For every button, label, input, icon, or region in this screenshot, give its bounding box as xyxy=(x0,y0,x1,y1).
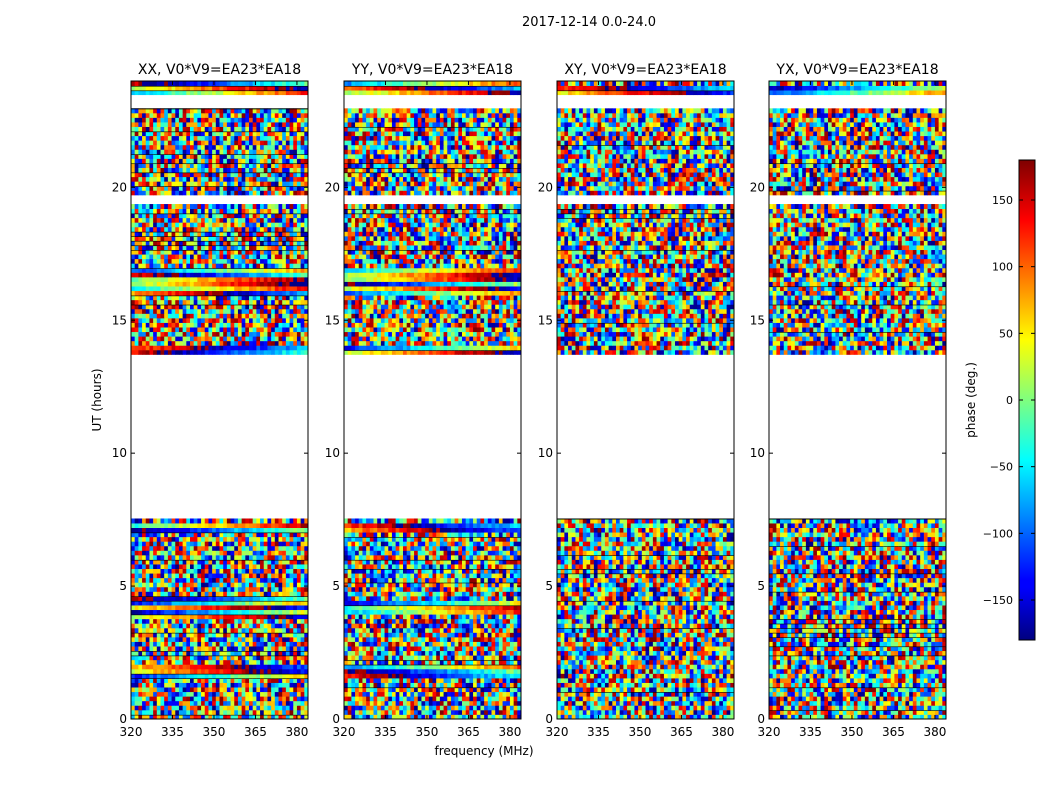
colorbar-tick-label: −50 xyxy=(990,461,1013,474)
y-axis-label: UT (hours) xyxy=(90,368,104,431)
x-tick-label: 350 xyxy=(629,725,652,739)
x-tick-label: 350 xyxy=(203,725,226,739)
y-tick-label: 10 xyxy=(538,446,553,460)
x-tick-label: 320 xyxy=(758,725,781,739)
heatmap-panel: YX, V0*V9=EA23*EA18 320 335 350 365 380 0 5 10 15… xyxy=(750,62,947,739)
x-tick-label: 350 xyxy=(841,725,864,739)
y-tick-label: 15 xyxy=(112,313,127,327)
y-tick-label: 20 xyxy=(112,180,127,194)
x-tick-label: 335 xyxy=(799,725,822,739)
y-tick-label: 10 xyxy=(750,446,765,460)
y-tick-label: 0 xyxy=(757,712,765,726)
x-tick-label: 380 xyxy=(285,725,308,739)
colorbar-tick-label: 50 xyxy=(999,327,1013,340)
x-tick-label: 320 xyxy=(120,725,143,739)
x-tick-label: 320 xyxy=(333,725,356,739)
x-tick-label: 380 xyxy=(498,725,521,739)
y-tick-label: 5 xyxy=(332,579,340,593)
colorbar-label: phase (deg.) xyxy=(964,362,978,438)
colorbar-tick-label: −100 xyxy=(983,527,1013,540)
colorbar: 150 100 50 0 −50 −100 −150 xyxy=(983,160,1035,640)
heatmap-panel: XX, V0*V9=EA23*EA18 320 335 350 365 380 0 5 10 15… xyxy=(112,62,309,739)
y-tick-label: 0 xyxy=(332,712,340,726)
panel-title: XX, V0*V9=EA23*EA18 xyxy=(138,62,301,78)
x-tick-label: 365 xyxy=(457,725,480,739)
x-tick-label: 380 xyxy=(923,725,946,739)
x-tick-label: 365 xyxy=(670,725,693,739)
y-tick-label: 10 xyxy=(112,446,127,460)
x-tick-label: 380 xyxy=(711,725,734,739)
x-tick-label: 320 xyxy=(546,725,569,739)
y-tick-label: 5 xyxy=(119,579,127,593)
heatmap-panel: XY, V0*V9=EA23*EA18 320 335 350 365 380 0 5 10 15… xyxy=(538,62,735,739)
y-tick-label: 15 xyxy=(750,313,765,327)
x-axis-label: frequency (MHz) xyxy=(434,744,533,758)
y-tick-label: 15 xyxy=(325,313,340,327)
colorbar-tick-label: 0 xyxy=(1006,394,1013,407)
y-tick-label: 20 xyxy=(325,180,340,194)
x-tick-label: 335 xyxy=(374,725,397,739)
x-tick-label: 365 xyxy=(882,725,905,739)
y-tick-label: 5 xyxy=(757,579,765,593)
y-tick-label: 5 xyxy=(545,579,553,593)
heatmap-panels: XX, V0*V9=EA23*EA18 320 335 350 365 380 0 5 10 15… xyxy=(112,62,947,739)
colorbar-tick-label: 100 xyxy=(992,261,1013,274)
x-tick-label: 365 xyxy=(244,725,267,739)
y-tick-label: 10 xyxy=(325,446,340,460)
panel-title: YY, V0*V9=EA23*EA18 xyxy=(351,62,513,78)
y-tick-label: 20 xyxy=(750,180,765,194)
y-tick-label: 20 xyxy=(538,180,553,194)
panel-title: YX, V0*V9=EA23*EA18 xyxy=(775,62,938,78)
x-tick-label: 335 xyxy=(587,725,610,739)
y-tick-label: 15 xyxy=(538,313,553,327)
colorbar-tick-label: 150 xyxy=(992,194,1013,207)
x-tick-label: 335 xyxy=(161,725,184,739)
heatmap-panel: YY, V0*V9=EA23*EA18 320 335 350 365 380 0 5 10 15… xyxy=(325,62,522,739)
x-tick-label: 350 xyxy=(416,725,439,739)
panel-title: XY, V0*V9=EA23*EA18 xyxy=(564,62,726,78)
y-tick-label: 0 xyxy=(545,712,553,726)
y-tick-label: 0 xyxy=(119,712,127,726)
colorbar-tick-label: −150 xyxy=(983,594,1013,607)
figure-title: 2017-12-14 0.0-24.0 xyxy=(522,15,656,30)
